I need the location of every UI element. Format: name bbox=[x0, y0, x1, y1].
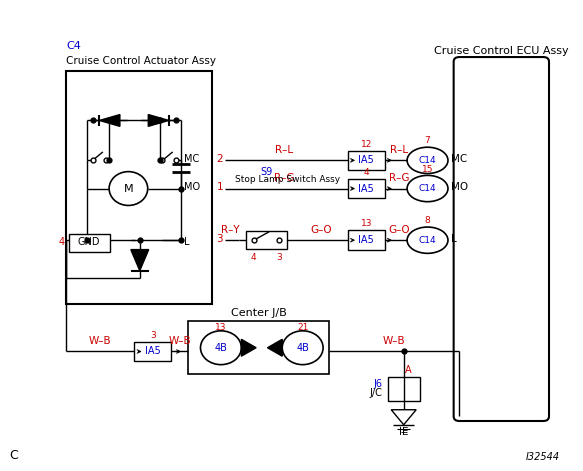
Text: 4: 4 bbox=[251, 253, 257, 262]
Text: 13: 13 bbox=[360, 219, 372, 228]
Text: 7: 7 bbox=[424, 136, 430, 146]
Polygon shape bbox=[268, 339, 282, 356]
Text: 3: 3 bbox=[216, 234, 223, 244]
Text: Stop Lamp Switch Assy: Stop Lamp Switch Assy bbox=[235, 175, 340, 184]
Text: G–O: G–O bbox=[388, 225, 410, 235]
Text: S9: S9 bbox=[261, 167, 273, 177]
Text: W–B: W–B bbox=[89, 336, 111, 346]
Polygon shape bbox=[100, 114, 120, 126]
Text: R–G: R–G bbox=[274, 173, 295, 183]
Text: IE: IE bbox=[399, 427, 409, 437]
Text: G–O: G–O bbox=[311, 225, 332, 235]
Text: C14: C14 bbox=[419, 184, 436, 193]
Text: C4: C4 bbox=[66, 41, 81, 51]
Text: MO: MO bbox=[451, 182, 469, 192]
Text: 12: 12 bbox=[360, 139, 372, 149]
Text: 8: 8 bbox=[424, 216, 430, 225]
Text: A: A bbox=[405, 365, 412, 375]
Bar bbox=[348, 151, 385, 170]
Text: C: C bbox=[9, 449, 18, 462]
Text: MC: MC bbox=[184, 154, 199, 164]
Polygon shape bbox=[391, 410, 416, 425]
Text: 21: 21 bbox=[297, 323, 308, 333]
Text: Cruise Control ECU Assy: Cruise Control ECU Assy bbox=[434, 46, 568, 56]
Text: W–B: W–B bbox=[382, 336, 405, 346]
Text: 1: 1 bbox=[216, 182, 223, 192]
Ellipse shape bbox=[282, 331, 323, 365]
Text: 15: 15 bbox=[422, 164, 433, 173]
Text: 4: 4 bbox=[58, 237, 64, 247]
Ellipse shape bbox=[201, 331, 241, 365]
Text: J6: J6 bbox=[373, 379, 382, 390]
Bar bbox=[69, 234, 110, 252]
Bar bbox=[246, 231, 287, 249]
Text: W–B: W–B bbox=[168, 336, 191, 346]
Ellipse shape bbox=[109, 171, 147, 205]
Polygon shape bbox=[131, 250, 149, 271]
Text: J/C: J/C bbox=[369, 388, 382, 398]
Text: GND: GND bbox=[78, 237, 100, 247]
Text: 4B: 4B bbox=[296, 343, 309, 353]
Bar bbox=[388, 377, 420, 401]
Text: 13: 13 bbox=[215, 323, 227, 333]
Bar bbox=[66, 71, 212, 304]
Text: 3: 3 bbox=[150, 331, 156, 340]
Text: L: L bbox=[184, 237, 189, 247]
Polygon shape bbox=[241, 339, 256, 356]
Bar bbox=[348, 179, 385, 198]
Text: IA5: IA5 bbox=[359, 155, 374, 165]
Text: MC: MC bbox=[451, 154, 468, 164]
Polygon shape bbox=[148, 114, 168, 126]
Ellipse shape bbox=[407, 175, 448, 202]
Text: M: M bbox=[124, 184, 134, 194]
Ellipse shape bbox=[407, 147, 448, 173]
Text: 3: 3 bbox=[276, 253, 282, 262]
Bar bbox=[348, 230, 385, 250]
Text: I32544: I32544 bbox=[526, 452, 560, 462]
Text: 4: 4 bbox=[363, 168, 369, 177]
Text: Center J/B: Center J/B bbox=[230, 308, 286, 317]
Ellipse shape bbox=[407, 227, 448, 253]
Text: L: L bbox=[451, 234, 457, 244]
Text: IA5: IA5 bbox=[359, 184, 374, 194]
Text: R–G: R–G bbox=[389, 173, 409, 183]
Text: MO: MO bbox=[184, 182, 200, 192]
Text: R–L: R–L bbox=[390, 145, 408, 155]
FancyBboxPatch shape bbox=[454, 57, 549, 421]
Text: Cruise Control Actuator Assy: Cruise Control Actuator Assy bbox=[66, 57, 216, 66]
Text: 2: 2 bbox=[216, 154, 223, 164]
Text: R–L: R–L bbox=[275, 145, 294, 155]
Text: IA5: IA5 bbox=[359, 235, 374, 245]
Text: IA5: IA5 bbox=[145, 347, 161, 357]
Text: C14: C14 bbox=[419, 236, 436, 245]
Text: R–Y: R–Y bbox=[222, 225, 240, 235]
Bar bbox=[134, 341, 171, 361]
Bar bbox=[188, 321, 329, 374]
Text: C14: C14 bbox=[419, 156, 436, 165]
Text: 4B: 4B bbox=[215, 343, 227, 353]
